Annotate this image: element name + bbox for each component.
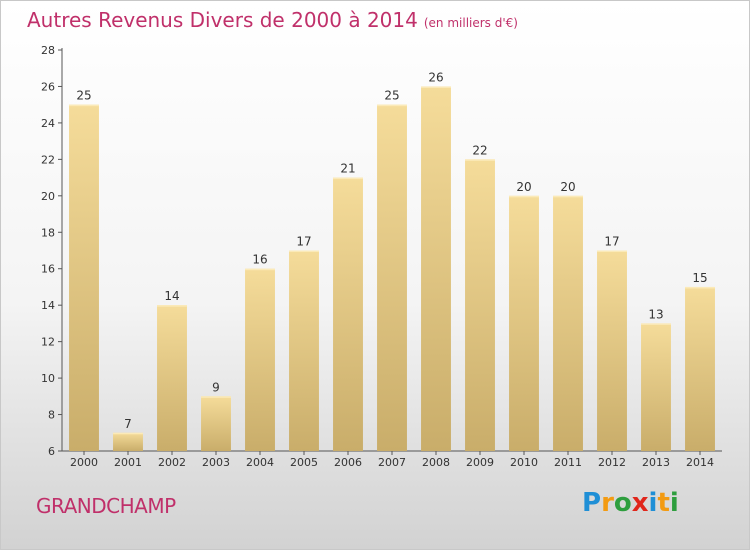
bar-top-edge xyxy=(465,159,495,161)
y-tick-label: 22 xyxy=(41,153,55,166)
bar-value-label: 17 xyxy=(604,235,619,249)
bar-top-edge xyxy=(201,396,231,398)
logo-letter: r xyxy=(601,488,614,518)
bar xyxy=(377,104,407,451)
bar-top-edge xyxy=(641,323,671,325)
bar xyxy=(69,104,99,451)
x-tick-label: 2012 xyxy=(598,456,626,469)
x-tick-label: 2007 xyxy=(378,456,406,469)
bar xyxy=(333,177,363,451)
y-tick-label: 10 xyxy=(41,372,55,385)
x-tick-label: 2013 xyxy=(642,456,670,469)
chart-title-main: Autres Revenus Divers de 2000 à 2014 xyxy=(27,8,418,32)
bar-value-label: 14 xyxy=(164,289,179,303)
logo-letter: x xyxy=(631,488,649,518)
bar xyxy=(465,159,495,451)
bar-top-edge xyxy=(685,286,715,289)
bar xyxy=(201,396,231,451)
logo-letter: t xyxy=(657,488,670,518)
bar-value-label: 21 xyxy=(340,162,355,176)
bar xyxy=(597,250,627,451)
y-tick-label: 24 xyxy=(41,117,55,130)
x-tick-label: 2010 xyxy=(510,456,538,469)
y-tick-label: 20 xyxy=(41,190,55,203)
bar-value-label: 20 xyxy=(560,180,575,194)
chart-title-unit: (en milliers d'€) xyxy=(423,16,518,30)
bar-top-edge xyxy=(421,86,451,88)
x-tick-label: 2005 xyxy=(290,456,318,469)
bar xyxy=(289,250,319,451)
bar xyxy=(553,195,583,451)
x-tick-label: 2009 xyxy=(466,456,494,469)
bar-value-label: 26 xyxy=(428,70,443,84)
chart-title: Autres Revenus Divers de 2000 à 2014 (en … xyxy=(27,8,518,32)
y-tick-label: 14 xyxy=(41,299,55,312)
bar xyxy=(421,86,451,452)
bar-value-label: 25 xyxy=(384,89,399,103)
town-name: GRANDCHAMP xyxy=(36,494,176,518)
y-tick-label: 8 xyxy=(48,409,55,422)
bar-top-edge xyxy=(113,432,143,435)
x-tick-label: 2014 xyxy=(686,456,714,469)
x-tick-label: 2003 xyxy=(202,456,230,469)
bar-value-label: 17 xyxy=(296,235,311,249)
bar-top-edge xyxy=(333,177,363,180)
bar-value-label: 25 xyxy=(76,89,91,103)
bar-top-edge xyxy=(509,195,539,198)
x-tick-label: 2006 xyxy=(334,456,362,469)
bar-top-edge xyxy=(289,250,319,252)
bar-value-label: 20 xyxy=(516,180,531,194)
logo-letter: P xyxy=(582,488,602,518)
logo-letter: i xyxy=(669,488,679,518)
x-tick-label: 2004 xyxy=(246,456,274,469)
y-tick-label: 18 xyxy=(41,226,55,239)
bar-top-edge xyxy=(377,104,407,107)
bar-top-edge xyxy=(69,104,99,107)
bar-value-label: 16 xyxy=(252,253,267,267)
bar-top-edge xyxy=(553,195,583,198)
x-tick-label: 2011 xyxy=(554,456,582,469)
bar-value-label: 7 xyxy=(124,417,132,431)
y-tick-label: 12 xyxy=(41,336,55,349)
bar-top-edge xyxy=(245,268,275,271)
logo-letter: o xyxy=(613,488,632,518)
y-tick-label: 28 xyxy=(41,44,55,57)
y-tick-label: 26 xyxy=(41,80,55,93)
bar-top-edge xyxy=(597,250,627,252)
bar xyxy=(157,305,187,451)
bar xyxy=(685,286,715,451)
y-tick-label: 16 xyxy=(41,263,55,276)
bar xyxy=(245,268,275,451)
bar xyxy=(641,323,671,451)
logo-letter: i xyxy=(648,488,658,518)
bar-value-label: 13 xyxy=(648,307,663,321)
x-tick-label: 2008 xyxy=(422,456,450,469)
x-tick-label: 2002 xyxy=(158,456,186,469)
bar-value-label: 9 xyxy=(212,380,220,394)
x-tick-label: 2001 xyxy=(114,456,142,469)
bar-value-label: 15 xyxy=(692,271,707,285)
y-tick-label: 6 xyxy=(48,445,55,458)
bar-top-edge xyxy=(157,305,187,307)
x-tick-label: 2000 xyxy=(70,456,98,469)
bar-value-label: 22 xyxy=(472,143,487,157)
proxiti-logo[interactable]: Proxiti xyxy=(582,488,679,518)
bar xyxy=(509,195,539,451)
bar xyxy=(113,432,143,451)
